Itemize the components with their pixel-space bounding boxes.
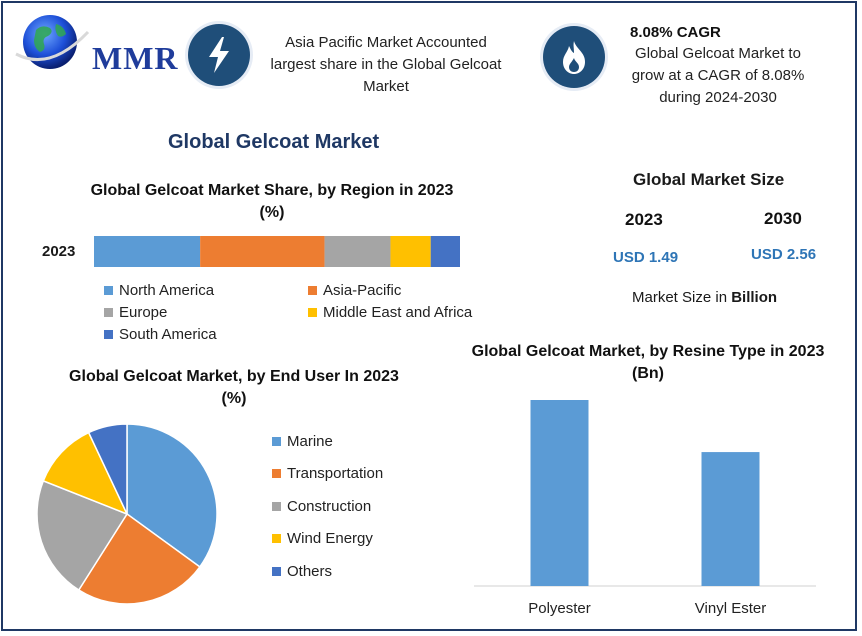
region-chart-category: 2023 xyxy=(42,243,76,260)
resin-bar-chart: Polyester Vinyl Ester xyxy=(474,400,816,617)
legend-swatch xyxy=(272,501,281,511)
pie-legend-item-transportation: Transportation xyxy=(272,463,383,485)
legend-item-europe: Europe xyxy=(104,301,167,323)
legend-label: Middle East and Africa xyxy=(323,303,473,321)
logo-text: MMR xyxy=(92,40,179,76)
legend-label: South America xyxy=(119,325,217,343)
market-unit-note: Market Size in Billion xyxy=(632,289,777,306)
region-bar-segment-europe xyxy=(324,236,391,267)
resin-category-label: Vinyl Ester xyxy=(695,600,766,617)
legend-swatch xyxy=(272,534,281,543)
legend-item-north-america: North America xyxy=(104,279,214,301)
legend-label: Transportation xyxy=(287,465,384,482)
market-value-2030: USD 2.56 xyxy=(751,246,817,263)
legend-label: Construction xyxy=(287,497,372,515)
region-bar-segment-asia-pacific xyxy=(200,236,325,267)
resin-bar-vinyl-ester xyxy=(701,452,760,586)
resin-chart-title: Global Gelcoat Market, by Resine Type in… xyxy=(471,343,825,382)
legend-swatch xyxy=(308,307,317,317)
market-year-2023: 2023 xyxy=(625,210,663,229)
pie-slice-marine xyxy=(126,423,218,568)
lightning-bolt-icon xyxy=(209,37,229,73)
info-badge-1 xyxy=(188,24,250,86)
legend-swatch xyxy=(104,285,113,295)
legend-swatch xyxy=(308,285,317,295)
resin-bar-polyester xyxy=(530,400,589,586)
globe-logo-icon xyxy=(15,15,90,69)
pie-legend-item-marine: Marine xyxy=(272,430,333,452)
legend-label: Marine xyxy=(287,432,333,450)
legend-swatch xyxy=(272,436,281,446)
region-chart-title: Global Gelcoat Market Share, by Region i… xyxy=(90,182,454,221)
market-size-title: Global Market Size xyxy=(633,170,785,189)
pie-slice-others xyxy=(87,423,128,515)
cagr-title: 8.08% CAGR xyxy=(630,24,721,41)
legend-item-middle-east-and-africa: Middle East and Africa xyxy=(308,301,472,323)
pie-legend-item-others: Others xyxy=(272,560,332,582)
legend-swatch xyxy=(104,329,113,339)
resin-category-label: Polyester xyxy=(528,600,591,617)
enduser-pie-chart xyxy=(36,423,218,605)
market-year-2030: 2030 xyxy=(764,209,802,228)
legend-label: Others xyxy=(287,562,333,580)
enduser-legend: Marine Transportation Construction Wind Ene… xyxy=(272,430,432,590)
cagr-text: Global Gelcoat Market to grow at a CAGR … xyxy=(631,45,805,106)
pie-slice-construction xyxy=(36,479,129,592)
legend-swatch xyxy=(272,566,281,576)
region-legend: North America Asia-Pacific Europe Middle Ea… xyxy=(104,279,504,349)
legend-swatch xyxy=(272,469,281,478)
market-value-2023: USD 1.49 xyxy=(613,249,679,266)
region-bar-segment-middle-east-and-africa xyxy=(390,236,431,267)
market-unit-prefix: Market Size in xyxy=(632,289,732,306)
info-text-1: Asia Pacific Market Accounted largest sh… xyxy=(270,34,502,95)
legend-label: North America xyxy=(119,281,215,299)
legend-label: Europe xyxy=(119,303,168,321)
info-badge-2 xyxy=(543,26,605,88)
legend-item-south-america: South America xyxy=(104,323,217,345)
region-stacked-bar xyxy=(94,236,460,267)
main-title: Global Gelcoat Market xyxy=(168,131,380,153)
legend-item-asia-pacific: Asia-Pacific xyxy=(308,279,401,301)
enduser-chart-title: Global Gelcoat Market, by End User In 20… xyxy=(69,368,399,407)
pie-legend-item-wind-energy: Wind Energy xyxy=(272,528,373,550)
legend-label: Asia-Pacific xyxy=(323,281,402,299)
pie-slice-wind-energy xyxy=(42,431,129,516)
region-bar-segment-north-america xyxy=(94,236,201,267)
pie-slice-transportation xyxy=(77,512,201,605)
market-unit-bold: Billion xyxy=(731,289,778,306)
flame-icon xyxy=(563,41,585,74)
region-bar-segment-south-america xyxy=(430,236,460,267)
legend-label: Wind Energy xyxy=(287,530,373,547)
pie-legend-item-construction: Construction xyxy=(272,495,371,517)
legend-swatch xyxy=(104,307,113,317)
